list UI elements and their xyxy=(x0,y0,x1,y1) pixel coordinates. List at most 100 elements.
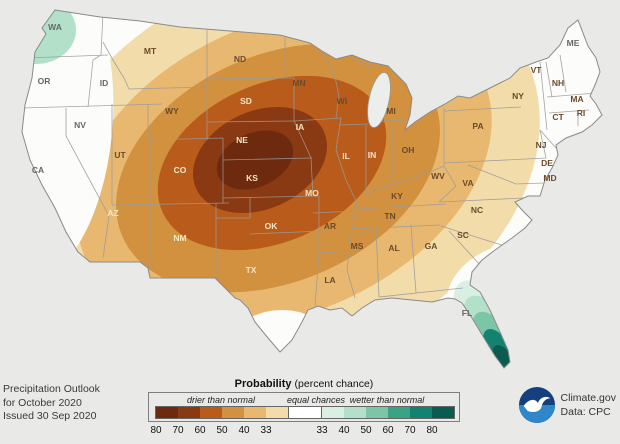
state-label-az: AZ xyxy=(107,208,118,218)
state-label-or: OR xyxy=(38,76,51,86)
lake-michigan xyxy=(367,72,391,128)
state-label-il: IL xyxy=(342,151,350,161)
credit-source: Data: CPC xyxy=(560,406,611,418)
state-label-ct: CT xyxy=(552,112,564,122)
state-label-nd: ND xyxy=(234,54,246,64)
legend-swatch-equal-chances xyxy=(288,407,322,418)
state-label-wy: WY xyxy=(165,106,179,116)
legend-swatch-drier-80 xyxy=(156,407,178,418)
state-label-ar: AR xyxy=(324,221,336,231)
state-label-mn: MN xyxy=(292,78,305,88)
equal-chances-label: equal chances xyxy=(287,395,346,405)
state-label-sd: SD xyxy=(240,96,252,106)
legend-title: Probability (percent chance) xyxy=(148,378,460,390)
legend-swatch-wetter-80 xyxy=(432,407,454,418)
legend-swatches xyxy=(155,406,455,419)
legend-value-wetter-70: 70 xyxy=(404,425,416,436)
state-label-nc: NC xyxy=(471,205,483,215)
legend-swatch-drier-50 xyxy=(222,407,244,418)
state-borders xyxy=(22,12,597,307)
noaa-logo xyxy=(518,386,555,424)
equal-chances-west xyxy=(22,10,114,280)
state-label-nm: NM xyxy=(173,233,186,243)
caption-line-1: Precipitation Outlook xyxy=(3,383,100,395)
legend-swatch-wetter-60 xyxy=(388,407,410,418)
state-borders-central xyxy=(216,30,359,307)
state-labels: WA OR ID MT ND MN WI MI NY VT NH ME MA RI CT NJ DE MD PA OH… xyxy=(32,22,585,318)
state-label-ny: NY xyxy=(512,91,524,101)
legend-swatch-wetter-33 xyxy=(322,407,344,418)
state-label-al: AL xyxy=(388,243,399,253)
state-label-md: MD xyxy=(543,173,556,183)
legend-value-drier-40: 40 xyxy=(238,425,250,436)
drier-than-normal-label: drier than normal xyxy=(186,395,256,405)
legend-value-drier-70: 70 xyxy=(172,425,184,436)
state-label-ia: IA xyxy=(296,122,305,132)
state-label-ks: KS xyxy=(246,173,258,183)
legend-title-suffix: (percent chance) xyxy=(294,378,374,390)
state-label-ok: OK xyxy=(265,221,279,231)
state-label-oh: OH xyxy=(402,145,415,155)
state-borders-east xyxy=(321,51,597,298)
state-label-wi: WI xyxy=(337,96,347,106)
us-precipitation-map: WA OR ID MT ND MN WI MI NY VT NH ME MA RI CT NJ DE MD PA OH… xyxy=(21,9,603,369)
state-label-mo: MO xyxy=(305,188,319,198)
legend-swatch-wetter-40 xyxy=(344,407,366,418)
credit-site: Climate.gov xyxy=(560,391,616,404)
state-label-id: ID xyxy=(100,78,109,88)
legend: Probability (percent chance) drier than n… xyxy=(148,378,460,439)
legend-swatch-drier-70 xyxy=(178,407,200,418)
state-label-nh: NH xyxy=(552,78,564,88)
state-label-vt: VT xyxy=(531,65,543,75)
legend-section-labels: drier than normal equal chances wetter t… xyxy=(155,395,453,405)
drier-80-core xyxy=(216,130,294,190)
state-label-fl: FL xyxy=(462,308,472,318)
state-label-la: LA xyxy=(324,275,335,285)
caption-line-3: Issued 30 Sep 2020 xyxy=(3,410,97,423)
state-label-ms: MS xyxy=(351,241,364,251)
state-label-ky: KY xyxy=(391,191,403,201)
state-label-tn: TN xyxy=(384,211,395,221)
state-label-ca: CA xyxy=(32,165,44,175)
state-label-me: ME xyxy=(567,38,580,48)
map-caption: Precipitation Outlook for October 2020 I… xyxy=(3,383,100,424)
legend-value-wetter-50: 50 xyxy=(360,425,372,436)
legend-swatch-drier-33 xyxy=(266,407,288,418)
state-label-wv: WV xyxy=(431,171,445,181)
legend-value-drier-50: 50 xyxy=(216,425,228,436)
state-label-va: VA xyxy=(462,178,473,188)
legend-value-wetter-60: 60 xyxy=(382,425,394,436)
us-outline xyxy=(21,9,603,369)
state-label-sc: SC xyxy=(457,230,469,240)
state-borders-west xyxy=(22,12,295,278)
equal-chances-south-texas xyxy=(227,310,337,368)
state-label-de: DE xyxy=(541,158,553,168)
credits: Climate.gov Data: CPC xyxy=(518,386,616,424)
state-label-ne: NE xyxy=(236,135,248,145)
legend-value-drier-60: 60 xyxy=(194,425,206,436)
state-label-mt: MT xyxy=(144,46,157,56)
state-label-mi: MI xyxy=(386,106,395,116)
state-label-nv: NV xyxy=(74,120,86,130)
state-label-ri: RI xyxy=(577,108,586,118)
legend-values: 80 70 60 50 40 33 33 40 50 60 70 80 xyxy=(148,425,460,439)
wetter-washington-inner xyxy=(22,10,44,34)
state-label-tx: TX xyxy=(246,265,257,275)
state-label-in: IN xyxy=(368,150,377,160)
legend-value-drier-33: 33 xyxy=(260,425,272,436)
legend-box: drier than normal equal chances wetter t… xyxy=(148,392,460,422)
legend-value-drier-80: 80 xyxy=(150,425,162,436)
equal-chances-maine xyxy=(551,13,602,77)
state-label-pa: PA xyxy=(472,121,483,131)
state-label-co: CO xyxy=(174,165,187,175)
legend-swatch-wetter-50 xyxy=(366,407,388,418)
state-label-wa: WA xyxy=(48,22,62,32)
state-label-ga: GA xyxy=(425,241,438,251)
state-label-ut: UT xyxy=(114,150,126,160)
state-label-nj: NJ xyxy=(536,140,547,150)
caption-line-2: for October 2020 xyxy=(3,396,82,409)
legend-value-wetter-40: 40 xyxy=(338,425,350,436)
legend-value-wetter-33: 33 xyxy=(316,425,328,436)
legend-swatch-drier-40 xyxy=(244,407,266,418)
